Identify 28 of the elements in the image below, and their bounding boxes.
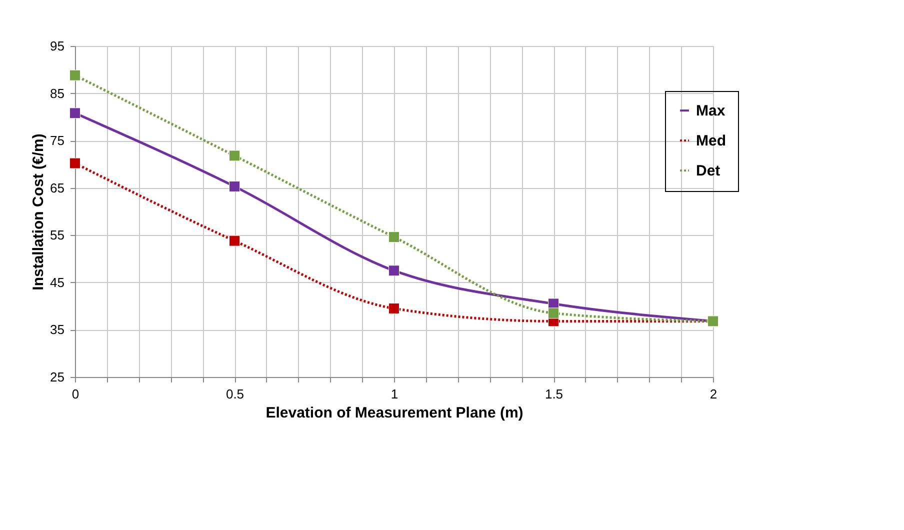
x-tick-label: 0	[72, 386, 80, 402]
y-tick-label: 45	[50, 274, 64, 290]
y-axis-title: Installation Cost (€/m)	[30, 134, 48, 290]
y-tick-label: 75	[50, 133, 64, 148]
x-tick-label: 0.5	[226, 386, 244, 402]
y-tick-label: 65	[50, 180, 64, 196]
point	[229, 180, 240, 192]
point	[548, 308, 559, 319]
y-tick-label: 85	[50, 86, 64, 101]
legend-label: Max	[696, 102, 726, 120]
x-axis-title: Elevation of Measurement Plane (m)	[266, 404, 524, 422]
y-tick-label: 95	[50, 38, 64, 54]
y-tick-label: 25	[50, 370, 64, 384]
point	[388, 265, 400, 276]
y-tick-label: 55	[50, 228, 64, 243]
x-tick-label: 1	[390, 386, 398, 402]
legend-label: Med	[696, 132, 726, 150]
x-tick-label: 2	[710, 386, 718, 402]
point	[70, 108, 80, 119]
x-tick-label: 1.5	[544, 386, 564, 402]
point	[70, 158, 80, 169]
point	[70, 70, 80, 81]
point	[229, 150, 240, 162]
legend-label: Det	[696, 162, 720, 180]
y-tick-label: 35	[50, 322, 64, 338]
point	[388, 302, 400, 314]
point	[229, 235, 240, 246]
point	[388, 232, 400, 243]
